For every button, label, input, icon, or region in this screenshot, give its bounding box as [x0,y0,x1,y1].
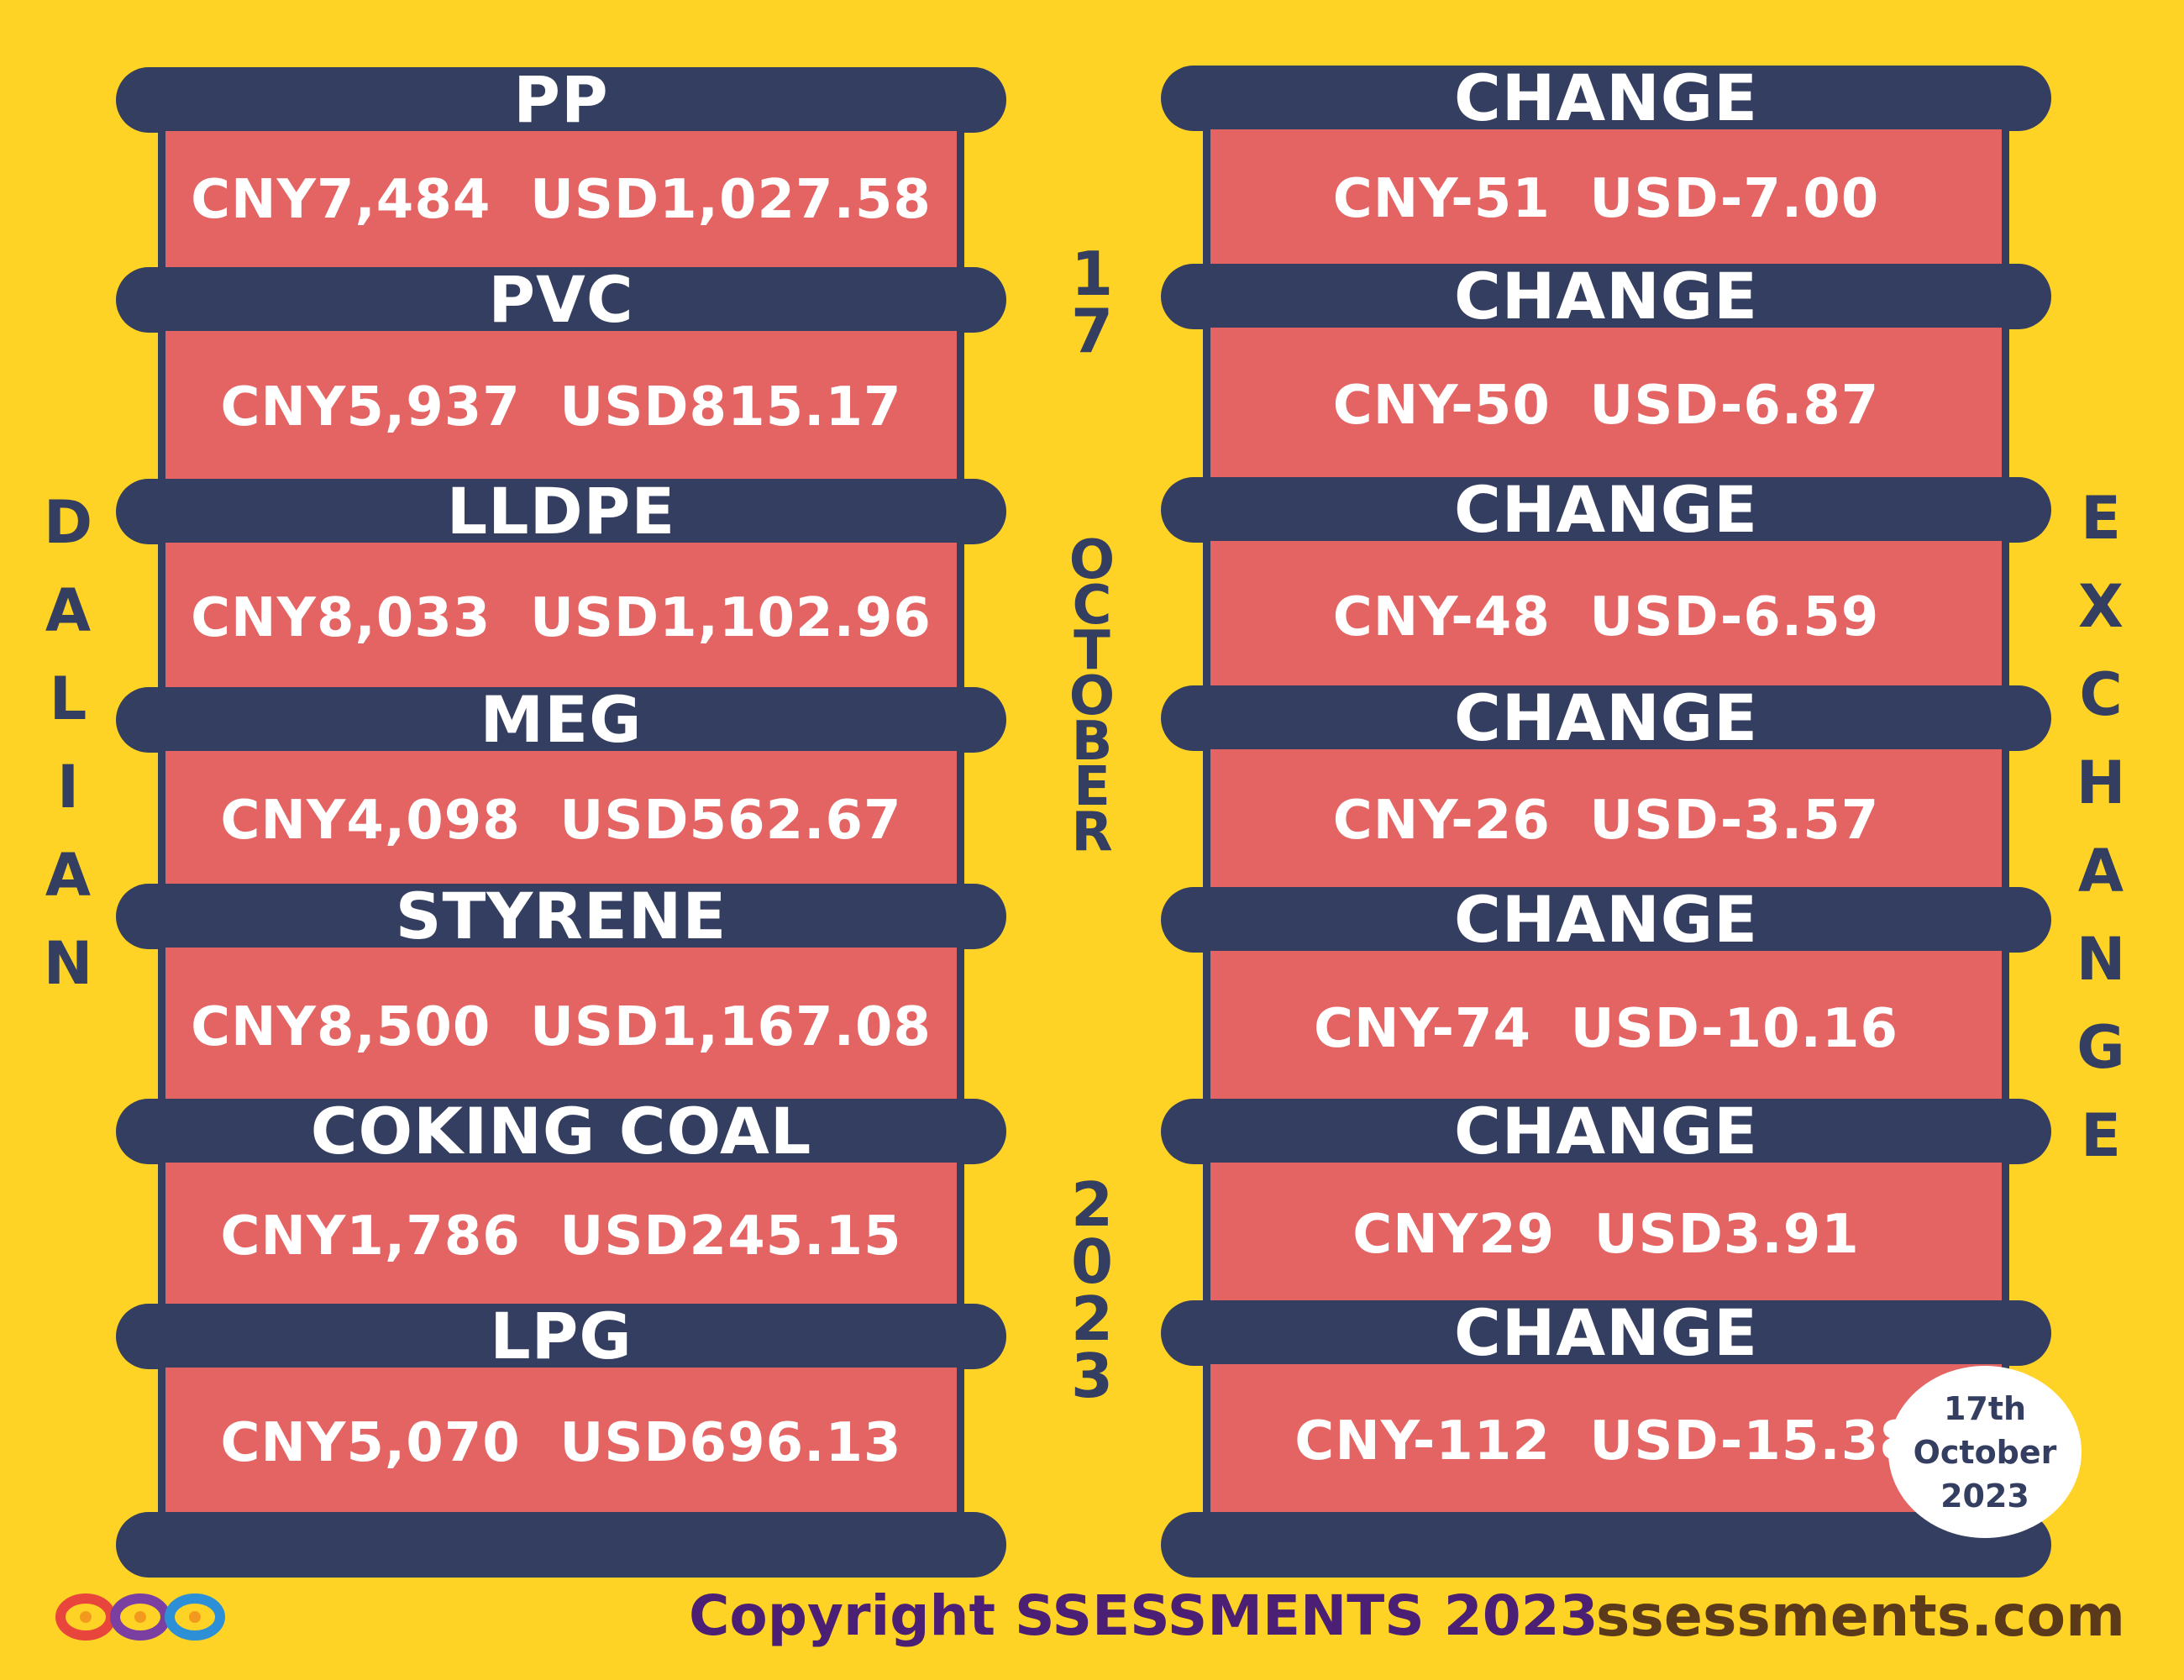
date-year-text-letter: 0 [1070,1226,1114,1297]
dalian-text-letter: A [45,841,92,910]
exchange-text-letter: G [2076,1013,2125,1082]
date-year-text-letter: 2 [1070,1169,1114,1240]
dalian-text-letter: A [45,576,92,645]
commodity-change-cell: CNY-50 USD-6.87 [1203,328,2009,484]
date-badge: 17th October 2023 [1888,1366,2082,1538]
commodity-name-bar: MEG [116,687,1006,753]
commodity-change-cell: CNY-74 USD-10.16 [1203,951,2009,1107]
commodity-change-column: CHANGE CNY-51 USD-7.00 CHANGE CNY-50 USD… [1161,0,2051,1579]
column-bottom-bar [116,1512,1006,1578]
commodity-price-cell: CNY8,500 USD1,167.08 [158,948,964,1107]
commodity-name-bar: COKING COAL [116,1099,1006,1164]
exchange-text-letter: X [2078,572,2124,641]
commodity-price-cell: CNY4,098 USD562.67 [158,751,964,890]
exchange-text-letter: C [2079,660,2123,729]
exchange-text-letter: H [2076,748,2126,817]
commodity-price-cell: CNY8,033 USD1,102.96 [158,543,964,694]
commodity-price-cell: CNY1,786 USD245.15 [158,1163,964,1310]
date-year-text-letter: 2 [1070,1284,1114,1354]
column-bottom-bar [1161,1512,2051,1578]
copyright-text: Copyright SSESSMENTS 2023 [689,1583,1599,1648]
date-month-text-letter: R [1071,801,1113,864]
commodity-price-cell: CNY5,070 USD696.13 [158,1368,964,1519]
date-month-text-letter: O [1068,665,1116,727]
change-label-bar: CHANGE [1161,685,2051,751]
date-month-text-letter: T [1074,620,1110,682]
infinity-loops-logo-icon [52,1588,228,1646]
commodity-price-cell: CNY5,937 USD815.17 [158,331,964,484]
commodity-change-cell: CNY-26 USD-3.57 [1203,749,2009,892]
date-day-text-letter: 7 [1070,296,1114,366]
commodity-change-cell: CNY29 USD3.91 [1203,1163,2009,1307]
commodity-name-bar: LLDPE [116,479,1006,544]
commodity-name-bar: LPG [116,1304,1006,1369]
change-label-bar: CHANGE [1161,887,2051,953]
commodity-price-cell: CNY7,484 USD1,027.58 [158,131,964,269]
dalian-text-letter: N [43,929,93,998]
commodity-name-bar: PP [116,67,1006,133]
date-month-text-letter: C [1072,575,1112,637]
change-label-bar: CHANGE [1161,1300,2051,1366]
change-label-bar: CHANGE [1161,66,2051,131]
date-badge-day: 17th [1943,1389,2027,1427]
commodity-change-cell: CNY-112 USD-15.38 [1203,1364,2009,1519]
commodity-price-column: PP CNY7,484 USD1,027.58 PVC CNY5,937 USD… [116,0,1006,1579]
change-label-bar: CHANGE [1161,477,2051,543]
date-month-text-letter: O [1068,529,1116,591]
date-badge-year: 2023 [1940,1477,2029,1515]
exchange-text-letter: E [2081,484,2121,553]
website-link[interactable]: ssessments.com [1595,1583,2125,1650]
commodity-name-bar: PVC [116,267,1006,333]
date-month-text-letter: B [1071,711,1113,773]
commodity-name-bar: STYRENE [116,884,1006,949]
commodity-change-cell: CNY-51 USD-7.00 [1203,129,2009,269]
dalian-text-letter: I [56,753,80,822]
exchange-text-letter: E [2081,1101,2121,1170]
date-badge-month: October [1913,1433,2057,1471]
exchange-text-letter: N [2076,925,2126,994]
dalian-text-letter: L [49,664,87,733]
exchange-text-letter: A [2077,837,2124,906]
dalian-text-letter: D [43,488,93,557]
date-year-text-letter: 3 [1070,1341,1114,1411]
change-label-bar: CHANGE [1161,264,2051,329]
date-month-text-letter: E [1074,756,1110,818]
date-day-text-letter: 1 [1070,239,1114,309]
commodity-change-cell: CNY-48 USD-6.59 [1203,541,2009,694]
change-label-bar: CHANGE [1161,1099,2051,1164]
